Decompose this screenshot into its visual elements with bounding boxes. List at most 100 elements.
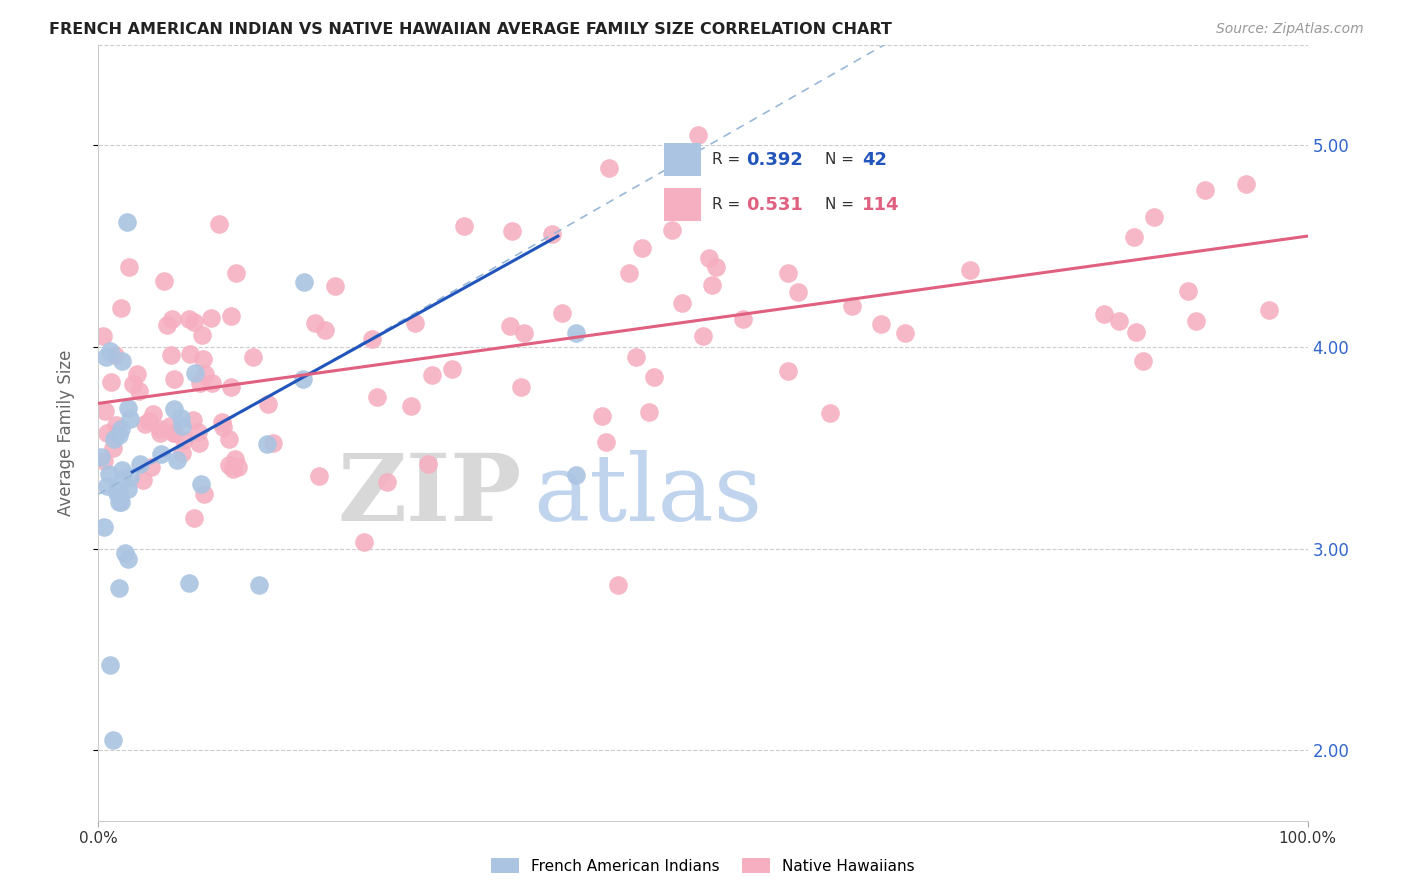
Point xyxy=(731,311,754,326)
Point xyxy=(787,285,810,299)
Point xyxy=(94,350,117,364)
Point xyxy=(108,581,131,595)
Point xyxy=(308,468,330,483)
Point xyxy=(643,369,665,384)
Text: N =: N = xyxy=(825,152,859,167)
Point xyxy=(150,447,173,461)
Point xyxy=(111,354,134,368)
Point xyxy=(565,326,588,340)
Point xyxy=(117,482,139,496)
Point xyxy=(617,266,640,280)
Point xyxy=(323,278,346,293)
Point xyxy=(201,376,224,391)
Point xyxy=(607,578,630,592)
Point xyxy=(173,433,195,447)
Point xyxy=(118,260,141,274)
Point xyxy=(360,332,382,346)
Point xyxy=(105,486,128,500)
Point xyxy=(208,217,231,231)
Point xyxy=(110,422,132,436)
Point xyxy=(163,371,186,385)
Point xyxy=(112,472,135,486)
Point xyxy=(114,546,136,560)
Point xyxy=(416,457,439,471)
Point xyxy=(108,495,131,509)
Point xyxy=(1177,284,1199,298)
Point xyxy=(565,468,588,483)
Text: R =: R = xyxy=(711,197,745,212)
Point xyxy=(304,316,326,330)
Point xyxy=(404,317,426,331)
Point xyxy=(219,380,242,394)
Point xyxy=(193,486,215,500)
Point xyxy=(194,367,217,381)
FancyBboxPatch shape xyxy=(664,144,700,176)
Point xyxy=(103,432,125,446)
Point xyxy=(218,432,240,446)
Point xyxy=(870,317,893,331)
Point xyxy=(163,426,186,441)
Point xyxy=(219,309,242,323)
Point xyxy=(624,351,647,365)
Point xyxy=(200,310,222,325)
Point xyxy=(101,442,124,456)
Point xyxy=(153,275,176,289)
Point xyxy=(661,223,683,237)
Point xyxy=(188,376,211,390)
Point xyxy=(93,520,115,534)
Point xyxy=(149,421,172,435)
Point xyxy=(692,329,714,343)
Point xyxy=(138,414,160,428)
Point xyxy=(818,405,841,419)
Point xyxy=(366,390,388,404)
Point xyxy=(120,412,142,426)
Point xyxy=(1234,178,1257,192)
Point xyxy=(94,404,117,418)
Point xyxy=(242,350,264,364)
Point xyxy=(122,376,145,391)
Point xyxy=(1108,313,1130,327)
Text: FRENCH AMERICAN INDIAN VS NATIVE HAWAIIAN AVERAGE FAMILY SIZE CORRELATION CHART: FRENCH AMERICAN INDIAN VS NATIVE HAWAIIA… xyxy=(49,22,891,37)
Point xyxy=(776,267,799,281)
Point xyxy=(292,276,315,290)
Point xyxy=(159,419,181,434)
Point xyxy=(1092,307,1115,321)
Point xyxy=(1125,325,1147,339)
Point xyxy=(501,224,523,238)
Point xyxy=(177,312,200,326)
Point xyxy=(183,510,205,524)
Text: 114: 114 xyxy=(862,195,900,214)
Point xyxy=(226,459,249,474)
Point xyxy=(211,415,233,429)
Point xyxy=(191,352,214,367)
Point xyxy=(108,428,131,442)
Point xyxy=(1194,183,1216,197)
Point xyxy=(170,411,193,425)
Point xyxy=(184,366,207,380)
Point xyxy=(96,479,118,493)
Point xyxy=(98,343,121,358)
Text: ZIP: ZIP xyxy=(337,450,522,540)
Point xyxy=(894,326,917,341)
Point xyxy=(314,323,336,337)
Point xyxy=(98,658,121,673)
Point xyxy=(706,260,728,274)
Point xyxy=(110,301,132,315)
Point xyxy=(129,457,152,471)
Point xyxy=(1257,302,1279,317)
Point xyxy=(163,425,186,440)
Point xyxy=(98,467,121,481)
Point xyxy=(101,733,124,747)
Point xyxy=(91,328,114,343)
Point xyxy=(117,552,139,566)
Point xyxy=(222,462,245,476)
Text: atlas: atlas xyxy=(534,450,763,540)
Point xyxy=(190,477,212,491)
Point xyxy=(170,446,193,460)
Point xyxy=(100,375,122,389)
Point xyxy=(156,318,179,332)
Point xyxy=(212,420,235,434)
Point xyxy=(225,266,247,280)
Point xyxy=(631,241,654,255)
Point xyxy=(110,494,132,508)
